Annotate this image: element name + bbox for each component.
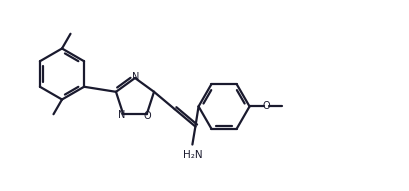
Text: N: N <box>118 110 126 120</box>
Text: H₂N: H₂N <box>182 150 202 160</box>
Text: N: N <box>133 71 140 82</box>
Text: O: O <box>144 111 152 121</box>
Text: O: O <box>262 101 270 112</box>
